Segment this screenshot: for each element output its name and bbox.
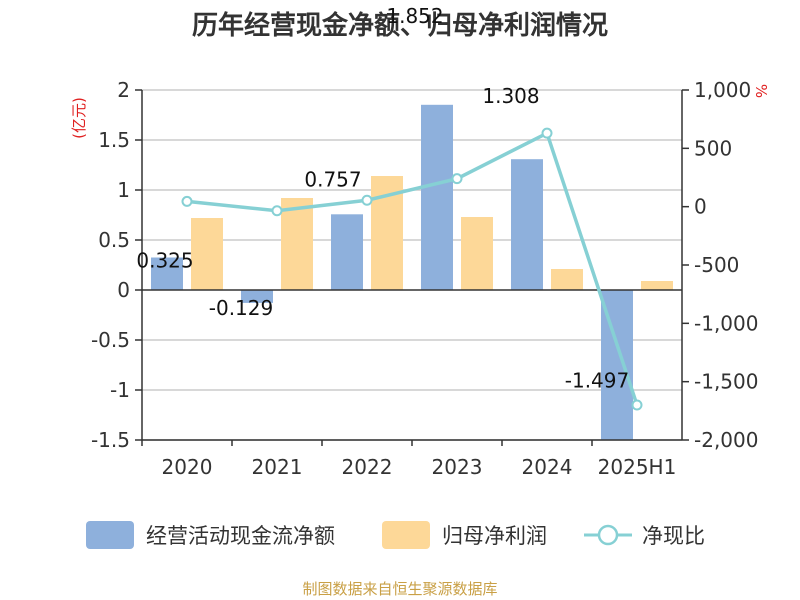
cash-flow-bar — [421, 104, 453, 290]
legend-label-net-profit: 归母净利润 — [442, 524, 547, 548]
ratio-point — [181, 195, 193, 207]
cash-flow-bar — [511, 159, 543, 290]
left-axis-unit: (亿元) — [70, 97, 88, 139]
right-tick-label: -1,000 — [694, 311, 758, 335]
cash-flow-bar — [331, 214, 363, 290]
category-label: 2024 — [522, 455, 573, 479]
left-tick-label: -0.5 — [91, 328, 130, 352]
cash-flow-data-label: 1.852 — [386, 4, 443, 28]
ratio-point — [451, 173, 463, 185]
cash-flow-data-label: 0.757 — [304, 167, 361, 191]
ratio-point — [631, 399, 643, 411]
cash-flow-data-label: -0.129 — [209, 296, 273, 320]
data-labels: 0.325 -0.129 0.757 1.852 1.308 -1.497 — [136, 4, 629, 393]
net-profit-bar — [641, 281, 673, 290]
ratio-line-path — [186, 130, 639, 406]
left-tick-label: 0.5 — [98, 228, 130, 252]
right-tick-label: 0 — [694, 195, 707, 219]
right-tick-label: -500 — [694, 253, 739, 277]
legend: 经营活动现金流净额 归母净利润 净现比 — [86, 521, 705, 549]
legend-swatch-net-profit — [382, 521, 430, 549]
ratio-line — [181, 127, 643, 411]
cash-flow-bar — [241, 290, 273, 303]
category-label: 2022 — [342, 455, 393, 479]
cash-flow-data-label: 1.308 — [482, 84, 539, 108]
legend-swatch-cash-flow — [86, 521, 134, 549]
left-tick-label: 1.5 — [98, 128, 130, 152]
category-label: 2020 — [162, 455, 213, 479]
right-tick-label: 1,000 — [694, 78, 751, 102]
right-axis-unit: % — [752, 84, 770, 98]
source-note: 制图数据来自恒生聚源数据库 — [302, 580, 497, 598]
cash-flow-data-label: -1.497 — [565, 369, 629, 393]
chart-title: 历年经营现金净额、归母净利润情况 — [192, 10, 608, 41]
net-profit-bar — [281, 198, 313, 290]
legend-label-cash-flow: 经营活动现金流净额 — [146, 524, 335, 548]
ratio-point — [271, 205, 283, 217]
net-profit-bar — [551, 269, 583, 290]
category-label: 2025H1 — [598, 455, 677, 479]
right-tick-label: -1,500 — [694, 370, 758, 394]
cash-flow-data-label: 0.325 — [136, 249, 193, 273]
net-profit-bar — [191, 218, 223, 290]
cash-flow-bar — [151, 257, 183, 290]
right-tick-label: 500 — [694, 136, 732, 160]
left-tick-label: 2 — [117, 78, 130, 102]
legend-label-ratio: 净现比 — [642, 524, 705, 548]
bars — [151, 104, 673, 440]
left-tick-label: 0 — [117, 278, 130, 302]
left-tick-label: -1 — [110, 378, 130, 402]
category-label: 2023 — [432, 455, 483, 479]
ratio-point — [361, 194, 373, 206]
category-label: 2021 — [252, 455, 303, 479]
left-tick-label: 1 — [117, 178, 130, 202]
left-tick-label: -1.5 — [91, 428, 130, 452]
ratio-point — [541, 127, 553, 139]
legend-marker-ratio — [597, 524, 619, 546]
right-tick-label: -2,000 — [694, 428, 758, 452]
net-profit-bar — [461, 217, 493, 290]
axes: 2 1.5 1 0.5 0 -0.5 -1 -1.5 1,000 500 0 -500 -1,000 -1… — [91, 78, 759, 479]
